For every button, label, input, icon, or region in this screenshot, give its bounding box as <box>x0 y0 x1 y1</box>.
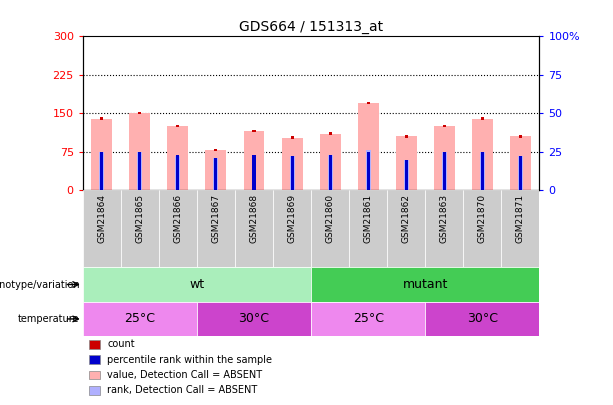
Bar <box>101 117 104 119</box>
Text: GSM21862: GSM21862 <box>402 194 411 243</box>
Text: GSM21868: GSM21868 <box>249 194 259 243</box>
Bar <box>518 156 523 190</box>
Bar <box>235 190 273 267</box>
Text: genotype/variation: genotype/variation <box>0 279 80 290</box>
Text: count: count <box>107 339 135 349</box>
Text: mutant: mutant <box>403 278 448 291</box>
Bar <box>139 112 142 115</box>
Bar <box>197 302 311 336</box>
Text: 30°C: 30°C <box>467 312 498 326</box>
Text: temperature: temperature <box>18 314 80 324</box>
Bar <box>349 190 387 267</box>
Bar <box>83 267 311 302</box>
Text: GSM21860: GSM21860 <box>326 194 335 243</box>
Bar <box>175 156 180 190</box>
Bar <box>501 190 539 267</box>
Bar <box>367 152 370 190</box>
Bar <box>205 150 226 190</box>
Bar <box>481 117 484 119</box>
Bar <box>215 158 218 190</box>
Bar <box>519 135 522 138</box>
Bar <box>442 152 447 190</box>
Bar <box>311 190 349 267</box>
Bar <box>121 190 159 267</box>
Text: GSM21867: GSM21867 <box>211 194 221 243</box>
Title: GDS664 / 151313_at: GDS664 / 151313_at <box>239 20 383 34</box>
Bar <box>83 190 121 267</box>
Text: GSM21871: GSM21871 <box>516 194 525 243</box>
Bar <box>197 190 235 267</box>
Text: rank, Detection Call = ABSENT: rank, Detection Call = ABSENT <box>107 386 257 395</box>
Bar <box>251 155 256 190</box>
Text: GSM21870: GSM21870 <box>478 194 487 243</box>
Bar <box>480 152 485 190</box>
Text: 25°C: 25°C <box>124 312 155 326</box>
Bar <box>405 160 408 190</box>
Bar <box>273 190 311 267</box>
Bar <box>319 134 341 190</box>
Bar <box>311 267 539 302</box>
Bar <box>91 119 112 190</box>
Bar <box>463 190 501 267</box>
Bar <box>101 152 104 190</box>
Text: 25°C: 25°C <box>352 312 384 326</box>
Text: 30°C: 30°C <box>238 312 270 326</box>
Text: GSM21866: GSM21866 <box>173 194 183 243</box>
Bar <box>328 155 333 190</box>
Bar <box>329 155 332 190</box>
Bar <box>213 158 218 190</box>
Bar <box>434 126 455 190</box>
Bar <box>329 132 332 135</box>
Bar <box>139 152 142 190</box>
Bar <box>215 149 218 151</box>
Bar <box>425 302 539 336</box>
Bar <box>289 156 294 190</box>
Bar <box>367 102 370 104</box>
Bar <box>159 190 197 267</box>
Bar <box>443 152 446 190</box>
Bar <box>425 190 463 267</box>
Bar <box>167 126 188 190</box>
Bar <box>387 190 425 267</box>
Text: GSM21861: GSM21861 <box>364 194 373 243</box>
Bar <box>129 113 150 190</box>
Bar <box>481 152 484 190</box>
Text: wt: wt <box>189 278 205 291</box>
Bar <box>405 135 408 138</box>
Text: GSM21863: GSM21863 <box>440 194 449 243</box>
Bar <box>137 152 142 190</box>
Text: value, Detection Call = ABSENT: value, Detection Call = ABSENT <box>107 370 262 380</box>
Bar <box>253 155 256 190</box>
Text: GSM21864: GSM21864 <box>97 194 106 243</box>
Text: GSM21869: GSM21869 <box>287 194 297 243</box>
Bar <box>404 160 409 190</box>
Bar <box>443 125 446 127</box>
Bar <box>396 136 417 190</box>
Bar <box>358 103 379 190</box>
Text: GSM21865: GSM21865 <box>135 194 144 243</box>
Text: percentile rank within the sample: percentile rank within the sample <box>107 355 272 364</box>
Bar <box>253 130 256 132</box>
Bar <box>510 136 531 190</box>
Bar <box>291 136 294 139</box>
Bar <box>281 138 303 190</box>
Bar <box>99 152 104 190</box>
Bar <box>83 302 197 336</box>
Bar <box>177 155 180 190</box>
Bar <box>177 125 180 127</box>
Bar <box>519 156 522 190</box>
Bar <box>472 119 493 190</box>
Bar <box>291 156 294 190</box>
Bar <box>311 302 425 336</box>
Bar <box>366 150 371 190</box>
Bar <box>243 131 264 190</box>
